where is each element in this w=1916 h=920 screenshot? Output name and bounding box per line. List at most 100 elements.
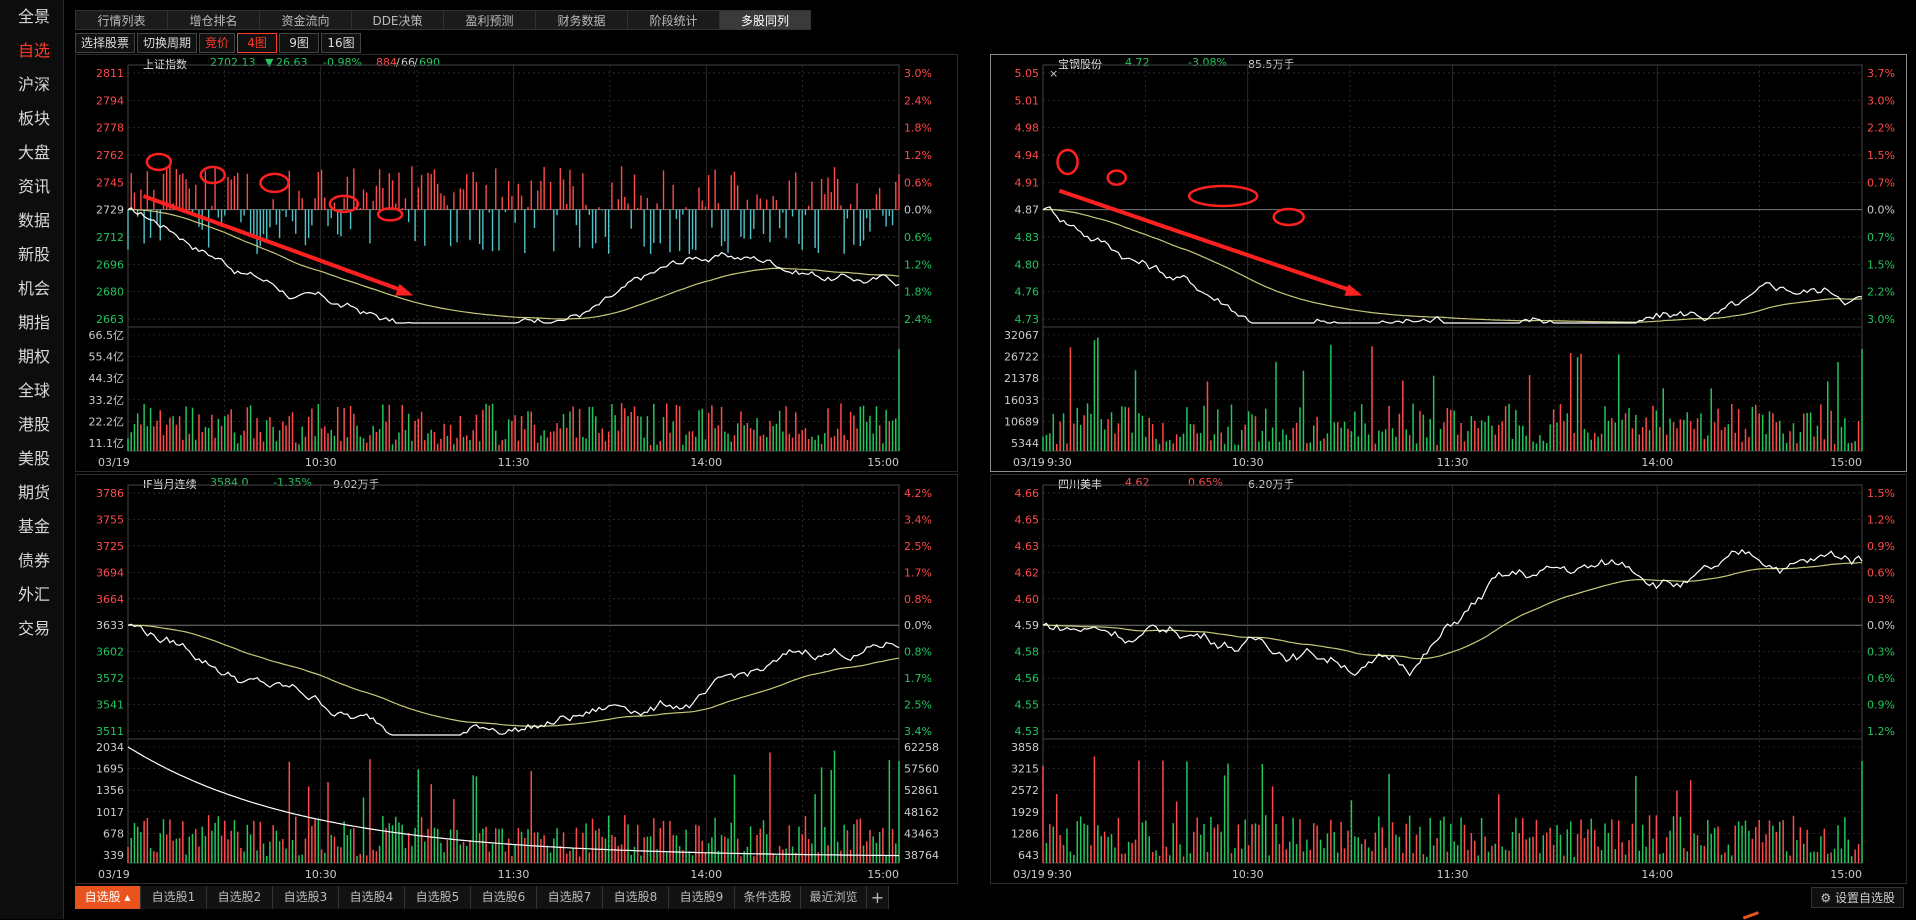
- price-axis-label-right: 0.0%: [904, 204, 932, 217]
- price-line: [1042, 206, 1863, 324]
- stock-price: 3584.0: [210, 476, 249, 489]
- panel-shangzheng-index[interactable]: 上证指数 2702.13 ▼ 26.63 -0.98% 884 66 690//2811 3.0…: [75, 54, 958, 472]
- stock-price: 2702.13: [210, 56, 256, 69]
- watchlist-tab[interactable]: 自选股9: [669, 886, 735, 909]
- tab-item[interactable]: 行情列表: [75, 10, 167, 30]
- switch-period-button[interactable]: 切换周期: [137, 33, 198, 53]
- annotation-arrow-head: [1344, 284, 1363, 296]
- price-axis-label-right: 1.5%: [1867, 487, 1895, 500]
- price-line: [127, 623, 900, 736]
- price-axis-label-left: 2729: [96, 204, 124, 217]
- tab-item[interactable]: 增仓排名: [167, 10, 259, 30]
- sidebar-item[interactable]: 全球: [18, 381, 51, 400]
- volume-axis-label: 678: [103, 827, 124, 840]
- volume-axis-label: 21378: [1004, 372, 1039, 385]
- annotation-arrow-head: [395, 283, 414, 296]
- price-axis-label-left: 3755: [96, 513, 124, 526]
- watchlist-tab[interactable]: 自选股3: [273, 886, 339, 909]
- panel-baogang[interactable]: 宝钢股份 4.72 -3.08% 85.5万手 5.05 3.7% 5.01 3.0% 4.98…: [990, 54, 1907, 472]
- time-axis-label: 14:00: [1641, 868, 1673, 881]
- tab-item[interactable]: 多股同列: [719, 10, 811, 30]
- tab-item[interactable]: 阶段统计: [627, 10, 719, 30]
- price-axis-label-right: 0.6%: [1867, 566, 1895, 579]
- watchlist-tab[interactable]: 自选股8: [603, 886, 669, 909]
- time-axis-label: 14:00: [690, 868, 722, 881]
- sidebar-item[interactable]: 外汇: [18, 585, 51, 604]
- volume-axis-label: 11.1亿: [89, 437, 125, 450]
- tab-item[interactable]: 财务数据: [535, 10, 627, 30]
- sidebar-item[interactable]: 期货: [18, 483, 51, 502]
- watchlist-tab[interactable]: 自选股6: [471, 886, 537, 909]
- price-axis-label-left: 2680: [96, 286, 124, 299]
- tab-item[interactable]: DDE决策: [351, 10, 443, 30]
- time-axis-label: 10:30: [1232, 456, 1264, 469]
- change-percent: 0.65%: [1188, 476, 1223, 489]
- price-axis-label-left: 5.01: [1015, 94, 1040, 107]
- select-stock-button[interactable]: 选择股票: [75, 33, 136, 53]
- watchlist-tab[interactable]: 条件选股: [735, 886, 801, 909]
- volume-axis-label: 2572: [1011, 784, 1039, 797]
- price-axis-label-right: 1.5%: [1867, 258, 1895, 271]
- bid-button[interactable]: 竞价: [199, 33, 236, 53]
- view-4-button[interactable]: 4图: [237, 33, 278, 53]
- sidebar-item[interactable]: 期权: [18, 347, 51, 366]
- sidebar-item[interactable]: 全景: [18, 7, 51, 26]
- sidebar-item[interactable]: 板块: [18, 109, 51, 128]
- volume-axis-label-right: 48162: [904, 806, 939, 819]
- price-axis-label-right: 4.2%: [904, 487, 932, 500]
- volume-axis-label: 339: [103, 849, 124, 862]
- time-axis-label: 15:00: [867, 868, 899, 881]
- watchlist-tab[interactable]: 自选股1: [141, 886, 207, 909]
- price-axis-label-right: 0.9%: [1867, 699, 1895, 712]
- price-axis-label-left: 4.55: [1015, 699, 1040, 712]
- annotation-arrow-shaft: [1058, 188, 1356, 294]
- sidebar-item[interactable]: 新股: [18, 245, 51, 264]
- sidebar-item[interactable]: 自选: [18, 41, 51, 60]
- watchlist-tab[interactable]: 自选股 ▴: [75, 886, 141, 909]
- price-axis-label-left: 4.80: [1015, 258, 1040, 271]
- sidebar-item[interactable]: 机会: [18, 279, 51, 298]
- sidebar-item[interactable]: 资讯: [18, 177, 51, 196]
- annotation-arrow-shaft: [142, 194, 406, 294]
- price-axis-label-left: 3541: [96, 699, 124, 712]
- panel-sichuan-meifeng[interactable]: 四川美丰 4.62 0.65% 6.20万手 4.66 1.5% 4.65 1.2% 4.63 0…: [990, 474, 1907, 884]
- date-label: 03/19: [1013, 868, 1045, 881]
- annotation-mark: [1741, 906, 1759, 920]
- open-interest-line: [127, 746, 900, 857]
- sidebar-item[interactable]: 基金: [18, 517, 51, 536]
- price-axis-label-right: 1.2%: [1867, 513, 1895, 526]
- panel-header: IF当月连续 3584.0 -1.35% 9.02万手: [143, 475, 743, 491]
- stock-price: 4.62: [1125, 476, 1150, 489]
- sidebar-item[interactable]: 债券: [18, 551, 51, 570]
- price-axis-label-left: 3572: [96, 672, 124, 685]
- annotation-circle: [1106, 169, 1127, 186]
- watchlist-tab[interactable]: 最近浏览: [801, 886, 867, 909]
- price-axis-label-right: 1.7%: [904, 672, 932, 685]
- sidebar-item[interactable]: 大盘: [18, 143, 51, 162]
- watchlist-tab[interactable]: 自选股4: [339, 886, 405, 909]
- view-9-button[interactable]: 9图: [279, 33, 320, 53]
- price-axis-label-left: 4.65: [1015, 513, 1040, 526]
- sidebar-item[interactable]: 期指: [18, 313, 51, 332]
- price-axis-label-left: 3725: [96, 540, 124, 553]
- panel-if-futures[interactable]: IF当月连续 3584.0 -1.35% 9.02万手 3786 4.2% 3755 3.4%…: [75, 474, 958, 884]
- watchlist-settings-button[interactable]: ⚙ 设置自选股: [1811, 887, 1904, 908]
- price-axis-label-left: 3633: [96, 619, 124, 632]
- sidebar-item[interactable]: 沪深: [18, 75, 51, 94]
- volume-axis-label: 33.2亿: [89, 394, 125, 407]
- volume-axis-label-right: 43463: [904, 827, 939, 840]
- tab-item[interactable]: 资金流向: [259, 10, 351, 30]
- watchlist-tab[interactable]: 自选股2: [207, 886, 273, 909]
- sidebar-item[interactable]: 港股: [18, 415, 51, 434]
- sidebar-item[interactable]: 数据: [18, 211, 51, 230]
- breadth-flat: 66: [401, 56, 415, 69]
- watchlist-tab[interactable]: 自选股7: [537, 886, 603, 909]
- sidebar-item[interactable]: 交易: [18, 619, 51, 638]
- volume-axis-label: 5344: [1011, 437, 1039, 450]
- add-tab-button[interactable]: +: [867, 886, 889, 909]
- watchlist-tab[interactable]: 自选股5: [405, 886, 471, 909]
- view-16-button[interactable]: 16图: [321, 33, 362, 53]
- sidebar-item[interactable]: 美股: [18, 449, 51, 468]
- tab-item[interactable]: 盈利预测: [443, 10, 535, 30]
- price-axis-label-left: 4.91: [1015, 176, 1040, 189]
